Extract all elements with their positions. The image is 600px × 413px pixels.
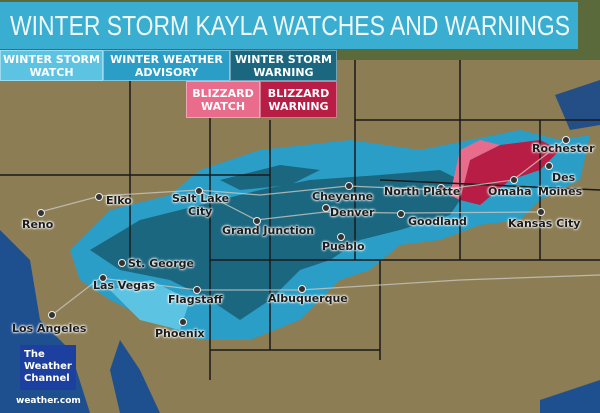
city-dot xyxy=(99,274,107,282)
city-dot xyxy=(37,209,45,217)
city-salt-lake: Salt Lake xyxy=(172,192,230,205)
city-los-angeles: Los Angeles xyxy=(12,322,87,335)
city-flagstaff: Flagstaff xyxy=(168,293,223,306)
legend-label: WINTER WEATHER xyxy=(110,52,223,66)
city-omaha: Omaha xyxy=(488,185,532,198)
legend-label: WATCH xyxy=(29,65,74,79)
legend-label: WINTER STORM xyxy=(3,52,100,66)
city-rochester: Rochester xyxy=(532,142,595,155)
blizzard-watch-area xyxy=(450,140,500,200)
city-dot xyxy=(397,210,405,218)
legend-label: WINTER STORM xyxy=(235,52,332,66)
city-dot xyxy=(195,187,203,195)
city-grand-junction: Grand Junction xyxy=(222,224,315,237)
blizzard-warning-area xyxy=(460,140,560,205)
legend-blizzard-warning: BLIZZARD WARNING xyxy=(260,81,337,118)
city-dot xyxy=(510,176,518,184)
city-dot xyxy=(193,286,201,294)
city-dot xyxy=(48,311,56,319)
city-dot xyxy=(179,318,187,326)
watch-area xyxy=(110,240,290,330)
page-title: WINTER STORM KAYLA WATCHES AND WARNINGS xyxy=(10,10,570,41)
city-moines: Moines xyxy=(538,185,583,198)
city-dot xyxy=(253,217,261,225)
legend-label: WARNING xyxy=(253,65,314,79)
legend-winter-storm-warning: WINTER STORM WARNING xyxy=(230,50,337,81)
legend-label: BLIZZARD xyxy=(192,86,254,100)
city-dot xyxy=(95,193,103,201)
legend-winter-weather-advisory: WINTER WEATHER ADVISORY xyxy=(103,50,230,81)
weather-channel-logo: The Weather Channel xyxy=(20,345,76,390)
city-kansas-city: Kansas City xyxy=(508,217,581,230)
weather-url: weather.com xyxy=(16,396,81,406)
city-dot xyxy=(322,204,330,212)
logo-text: Weather xyxy=(24,361,72,372)
city-dot xyxy=(437,184,445,192)
legend-label: ADVISORY xyxy=(134,65,199,79)
title-bar: WINTER STORM KAYLA WATCHES AND WARNINGS xyxy=(0,2,578,49)
state-borders xyxy=(0,60,600,380)
city-las-vegas: Las Vegas xyxy=(93,279,156,292)
city-dot xyxy=(537,208,545,216)
city-dot xyxy=(118,259,126,267)
city-albuquerque: Albuquerque xyxy=(268,292,348,305)
city-reno: Reno xyxy=(22,218,54,231)
city-north-platte: North Platte xyxy=(384,185,461,198)
logo-text: The xyxy=(24,349,45,360)
city-dot xyxy=(337,233,345,241)
legend-label: WATCH xyxy=(200,99,246,113)
city-dot xyxy=(545,162,553,170)
legend-label: WARNING xyxy=(268,99,329,113)
city-dot xyxy=(345,182,353,190)
legend-blizzard-watch: BLIZZARD WATCH xyxy=(186,81,260,118)
legend-label: BLIZZARD xyxy=(267,86,330,100)
city-dot xyxy=(298,285,306,293)
city-elko: Elko xyxy=(106,194,132,207)
city-des: Des xyxy=(552,171,576,184)
legend-winter-storm-watch: WINTER STORM WATCH xyxy=(0,50,103,81)
city-dot xyxy=(562,136,570,144)
city-phoenix: Phoenix xyxy=(155,327,205,340)
city-pueblo: Pueblo xyxy=(322,240,365,253)
city-st-george: St. George xyxy=(128,257,194,270)
city-goodland: Goodland xyxy=(408,215,467,228)
city-salt-lake-city: City xyxy=(188,205,213,218)
city-denver: Denver xyxy=(330,206,375,219)
logo-text: Channel xyxy=(24,373,70,384)
city-cheyenne: Cheyenne xyxy=(312,190,374,203)
